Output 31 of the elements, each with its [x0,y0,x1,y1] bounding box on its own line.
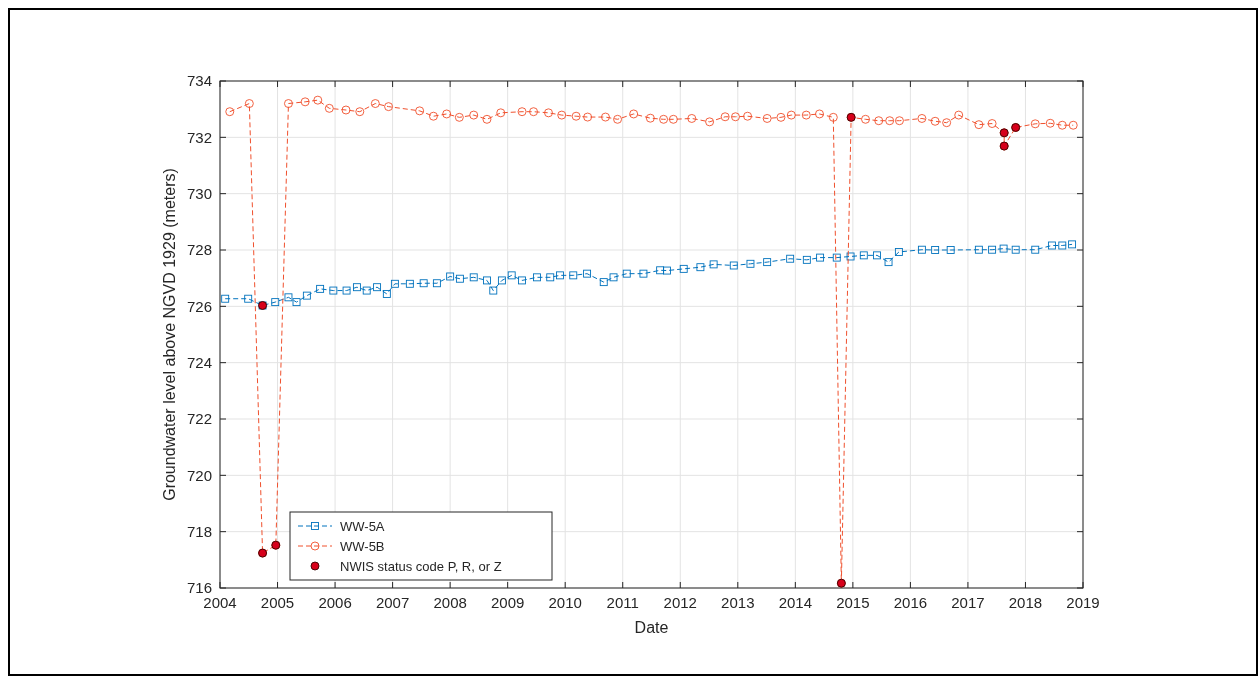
x-tick-label: 2012 [663,594,697,611]
legend-label: WW-5B [340,538,385,554]
y-tick-label: 724 [186,353,212,371]
y-tick-label: 716 [186,579,212,597]
x-tick-label: 2010 [548,594,582,611]
legend-label: NWIS status code P, R, or Z [340,558,502,574]
x-tick-label: 2015 [836,594,870,611]
x-axis-title: Date [634,619,669,636]
y-tick-label: 726 [186,297,212,315]
x-tick-label: 2016 [893,594,928,611]
x-tick-label: 2018 [1008,594,1043,611]
x-tick-label: 2006 [318,594,352,611]
y-tick-label: 728 [186,241,212,259]
x-tick-label: 2019 [1066,594,1100,611]
x-tick-label: 2013 [721,594,755,611]
legend-label: WW-5A [340,518,385,534]
y-tick-label: 732 [186,128,212,146]
y-tick-label: 730 [186,184,212,202]
x-tick-label: 2005 [260,594,295,611]
x-tick-label: 2011 [606,594,639,611]
y-tick-label: 720 [186,466,212,484]
x-tick-label: 2014 [778,594,813,611]
y-axis-title: Groundwater level above NGVD 1929 (meters) [161,168,178,501]
x-tick-label: 2009 [490,594,525,611]
y-tick-label: 718 [186,522,212,540]
y-tick-label: 734 [186,72,212,90]
x-tick-label: 2004 [203,594,237,611]
x-tick-label: 2017 [951,594,985,611]
y-tick-label: 722 [186,410,212,428]
x-tick-label: 2008 [433,594,467,611]
x-tick-label: 2007 [375,594,410,611]
